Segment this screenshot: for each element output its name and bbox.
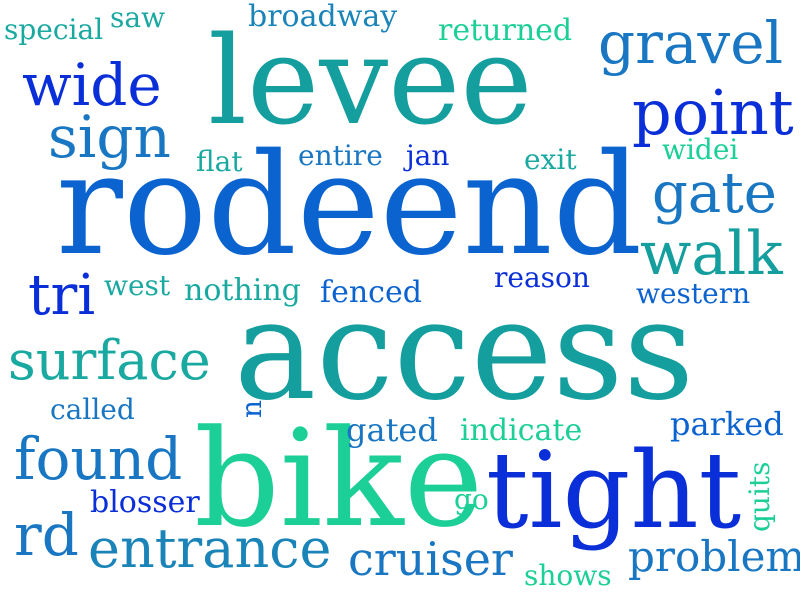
word-broadway: broadway bbox=[248, 0, 398, 34]
word-western: western bbox=[636, 277, 751, 310]
word-sign: sign bbox=[48, 103, 171, 171]
word-quits: quits bbox=[743, 461, 776, 532]
word-go: go bbox=[454, 483, 489, 516]
word-flat: flat bbox=[196, 145, 243, 178]
word-fenced: fenced bbox=[320, 275, 422, 310]
word-rodeend: rodeend bbox=[56, 124, 643, 287]
word-access: access bbox=[234, 270, 695, 431]
word-widei: widei bbox=[662, 133, 739, 166]
word-point: point bbox=[632, 76, 794, 149]
word-gravel: gravel bbox=[598, 9, 784, 77]
word-called: called bbox=[50, 393, 135, 426]
word-reason: reason bbox=[494, 261, 590, 294]
word-levee: levee bbox=[208, 10, 533, 152]
word-exit: exit bbox=[524, 143, 577, 176]
word-jan: jan bbox=[406, 139, 450, 172]
word-gate: gate bbox=[652, 161, 777, 226]
word-surface: surface bbox=[8, 329, 211, 392]
word-blosser: blosser bbox=[90, 485, 200, 520]
word-bike: bike bbox=[194, 401, 484, 557]
word-tri: tri bbox=[28, 263, 96, 328]
word-entrance: entrance bbox=[88, 517, 332, 580]
word-gated: gated bbox=[346, 411, 438, 449]
word-problem: problem bbox=[628, 532, 800, 581]
word-tight: tight bbox=[486, 429, 742, 552]
word-entire: entire bbox=[298, 139, 383, 172]
word-west: west bbox=[104, 269, 171, 302]
word-nothing: nothing bbox=[184, 273, 301, 308]
word-rd: rd bbox=[14, 501, 79, 569]
word-shows: shows bbox=[524, 559, 612, 592]
word-cruiser: cruiser bbox=[348, 532, 513, 586]
word-wide: wide bbox=[22, 51, 162, 119]
word-n: n bbox=[235, 399, 268, 418]
word-indicate: indicate bbox=[460, 413, 583, 448]
word-walk: walk bbox=[640, 219, 783, 289]
word-parked: parked bbox=[670, 405, 784, 443]
word-special: special bbox=[4, 13, 104, 46]
word-saw: saw bbox=[110, 1, 166, 34]
word-returned: returned bbox=[438, 13, 573, 48]
word-found: found bbox=[14, 425, 183, 493]
